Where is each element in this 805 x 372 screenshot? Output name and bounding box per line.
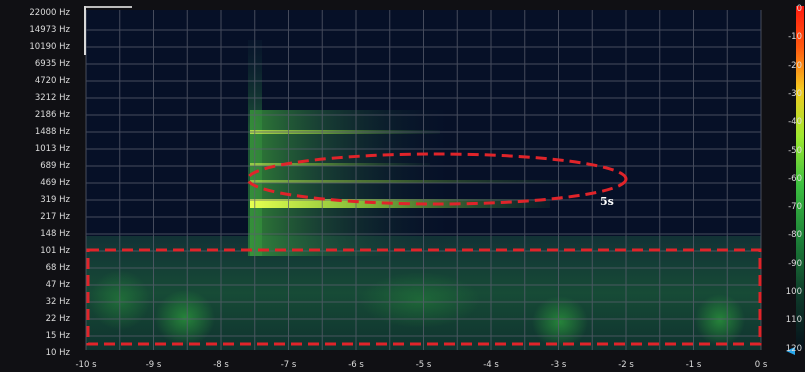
frequency-tick-label: 68 Hz bbox=[45, 263, 70, 273]
db-tick-label: -20 bbox=[788, 60, 802, 71]
db-tick-label: 110 bbox=[785, 315, 802, 326]
frequency-tick-label: 148 Hz bbox=[40, 229, 70, 239]
grid bbox=[85, 10, 762, 350]
time-tick-label: -4 s bbox=[483, 360, 499, 370]
time-tick-label: -5 s bbox=[415, 360, 432, 370]
db-tick-label: -80 bbox=[788, 230, 802, 241]
frequency-tick-label: 32 Hz bbox=[45, 297, 70, 307]
db-tick-label: -30 bbox=[788, 88, 802, 99]
db-tick-label: -10 bbox=[788, 32, 802, 43]
energy-blob bbox=[155, 290, 215, 346]
db-color-scale bbox=[796, 6, 804, 350]
db-tick-label: -50 bbox=[788, 145, 802, 156]
level-marker-icon[interactable] bbox=[786, 347, 795, 355]
frequency-tick-label: 2186 Hz bbox=[34, 110, 70, 120]
frequency-tick-label: 6935 Hz bbox=[34, 59, 70, 69]
annotation-rectangle bbox=[86, 248, 762, 346]
annotation-label: 5s bbox=[600, 195, 614, 208]
frequency-tick-label: 4720 Hz bbox=[34, 76, 70, 86]
frequency-tick-label: 22 Hz bbox=[45, 314, 70, 324]
db-tick-label: -40 bbox=[788, 117, 802, 128]
annotation-ellipse bbox=[246, 152, 628, 206]
time-tick-label: -3 s bbox=[550, 360, 567, 370]
db-tick-label: 0 bbox=[796, 4, 802, 14]
time-tick-label: -8 s bbox=[213, 360, 229, 370]
time-tick-label: 0 s bbox=[754, 360, 768, 370]
frequency-tick-label: 14973 Hz bbox=[29, 25, 70, 35]
frequency-tick-label: 47 Hz bbox=[45, 280, 70, 290]
energy-blob bbox=[360, 272, 480, 328]
db-tick-label: -60 bbox=[788, 173, 802, 184]
harmonic-line bbox=[250, 180, 590, 183]
harmonic-line bbox=[250, 163, 430, 166]
time-tick-label: -9 s bbox=[145, 360, 162, 370]
time-tick-label: -7 s bbox=[280, 360, 297, 370]
frequency-tick-label: 10190 Hz bbox=[29, 42, 70, 52]
energy-blob bbox=[695, 294, 745, 346]
time-tick-label: -2 s bbox=[618, 360, 634, 370]
frequency-tick-label: 15 Hz bbox=[45, 331, 70, 341]
time-tick-label: -6 s bbox=[348, 360, 364, 370]
db-tick-label: 120 bbox=[785, 343, 802, 354]
frequency-tick-label: 101 Hz bbox=[40, 246, 70, 256]
scroll-indicator[interactable] bbox=[84, 6, 86, 55]
frequency-tick-label: 1013 Hz bbox=[34, 144, 70, 154]
db-tick-label: -70 bbox=[788, 202, 802, 213]
frequency-tick-label: 10 Hz bbox=[45, 348, 70, 358]
frequency-tick-label: 217 Hz bbox=[40, 212, 70, 222]
frequency-tick-label: 319 Hz bbox=[40, 195, 70, 205]
frequency-tick-label: 469 Hz bbox=[40, 178, 70, 188]
db-tick-label: 100 bbox=[785, 287, 802, 297]
frequency-tick-label: 22000 Hz bbox=[29, 8, 70, 18]
frequency-tick-label: 1488 Hz bbox=[34, 127, 70, 137]
energy-blob bbox=[532, 296, 588, 348]
time-tick-label: -1 s bbox=[685, 360, 702, 370]
db-tick-label: -90 bbox=[788, 258, 802, 269]
frequency-tick-label: 3212 Hz bbox=[34, 93, 70, 103]
frequency-tick-label: 689 Hz bbox=[40, 161, 70, 171]
time-tick-label: -10 s bbox=[75, 360, 97, 370]
scroll-indicator[interactable] bbox=[84, 6, 132, 8]
